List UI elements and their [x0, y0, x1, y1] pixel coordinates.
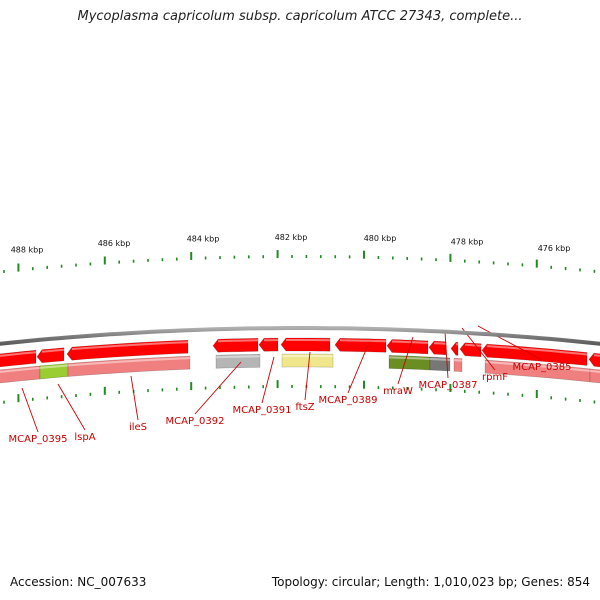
gene-label-mcap-0385: MCAP_0385 [513, 362, 572, 373]
scale-ticks [3, 250, 596, 404]
gene-label-mcap-0395: MCAP_0395 [9, 434, 68, 445]
gene-lspA-rev-highlight [39, 364, 69, 369]
gene-mcap-0395-fwd [0, 349, 37, 368]
gene-mraW-fwd-highlight [391, 340, 429, 344]
scale-label: 482 kbp [275, 233, 308, 242]
gene-rpmF-fwd [450, 342, 459, 356]
gene-mcap-0387-rev [429, 356, 451, 372]
scale-label: 478 kbp [451, 238, 484, 247]
gene-mcap-0387-fwd-highlight [434, 342, 446, 345]
gene-mcap-0386-fwd-highlight [464, 343, 482, 347]
scale-label: 480 kbp [364, 234, 397, 243]
gene-mcap-0385-rev-highlight [484, 361, 591, 372]
gene-label-lines [21, 325, 543, 433]
gene-mcap-0389-fwd [334, 337, 387, 353]
gene-label-mraw: mraW [383, 386, 413, 397]
gene-mcap-0389-fwd-highlight [339, 339, 387, 343]
gene-edge-rev-highlight [589, 369, 600, 373]
gene-mcap-0385-fwd-highlight [486, 345, 588, 356]
accession-text: Accession: NC_007633 [10, 575, 147, 589]
gene-ileS-rev-highlight [67, 357, 191, 367]
gene-ileS-rev [67, 355, 191, 377]
gene-label-mcap-0391: MCAP_0391 [233, 405, 292, 416]
gene-label-mcap-0387: MCAP_0387 [419, 380, 478, 391]
gene-rpmF-rev [453, 357, 463, 373]
gene-mcap-0392-rev-highlight [215, 355, 261, 359]
gene-label-line [461, 327, 496, 371]
gene-label-line [261, 356, 275, 404]
gene-label-ftsz: ftsZ [295, 402, 314, 413]
gene-ftsZ-rev [281, 353, 334, 368]
topology-summary: Topology: circular; Length: 1,010,023 bp… [271, 575, 590, 589]
gene-label-line [444, 331, 449, 379]
gene-ftsZ-fwd [280, 337, 331, 352]
gene-label-line [304, 351, 311, 401]
gene-lspA-fwd-highlight [41, 348, 65, 353]
gene-mcap-0395-rev-highlight [0, 367, 41, 373]
gene-label-line [57, 383, 86, 431]
gene-mcap-0395-fwd-highlight [0, 351, 37, 357]
scale-label: 476 kbp [538, 244, 571, 253]
gene-edge-fwd-highlight [593, 354, 600, 357]
gene-mcap-0387-fwd [428, 340, 447, 356]
gene-label-rpmf: rpmF [482, 372, 508, 383]
scale-label: 488 kbp [11, 246, 44, 255]
gene-mcap-0385-fwd [481, 343, 588, 366]
gene-label-iles: ileS [129, 422, 147, 433]
gene-labels: MCAP_0395 lspA ileS MCAP_0392 MCAP_0391 ftsZ M… [9, 362, 572, 445]
gene-mcap-0392-rev [215, 353, 261, 369]
sequence-backbone [0, 326, 600, 346]
gene-mcap-0386-fwd [459, 342, 482, 358]
gene-label-line [21, 387, 39, 433]
scale-label: 486 kbp [98, 239, 131, 248]
gene-lspA-fwd [36, 347, 65, 364]
gene-features [0, 337, 600, 384]
gene-label-line [397, 336, 414, 385]
scale-labels: 488 kbp 486 kbp 484 kbp 482 kbp 480 kbp 478 k… [11, 233, 571, 255]
gene-label-line [130, 375, 139, 421]
gene-label-line [477, 325, 543, 361]
gene-edge-fwd [588, 352, 600, 368]
map-title: Mycoplasma capricolum subsp. capricolum … [77, 9, 523, 24]
gene-mcap-0391-fwd [258, 337, 279, 352]
gene-ileS-fwd [66, 339, 189, 361]
gene-label-line [194, 361, 242, 415]
gene-mraW-rev-highlight [388, 356, 431, 360]
gene-mcap-0392-fwd [212, 337, 259, 353]
gene-ileS-fwd-highlight [71, 341, 189, 351]
gene-label-lspa: lspA [74, 432, 95, 443]
gene-label-mcap-0389: MCAP_0389 [319, 395, 378, 406]
gene-edge-rev [589, 368, 600, 384]
scale-label: 484 kbp [187, 235, 220, 244]
gene-mraW-fwd [386, 339, 429, 355]
gene-label-line [347, 344, 369, 394]
gene-mcap-0392-fwd-highlight [217, 339, 259, 343]
gene-label-mcap-0392: MCAP_0392 [166, 416, 225, 427]
